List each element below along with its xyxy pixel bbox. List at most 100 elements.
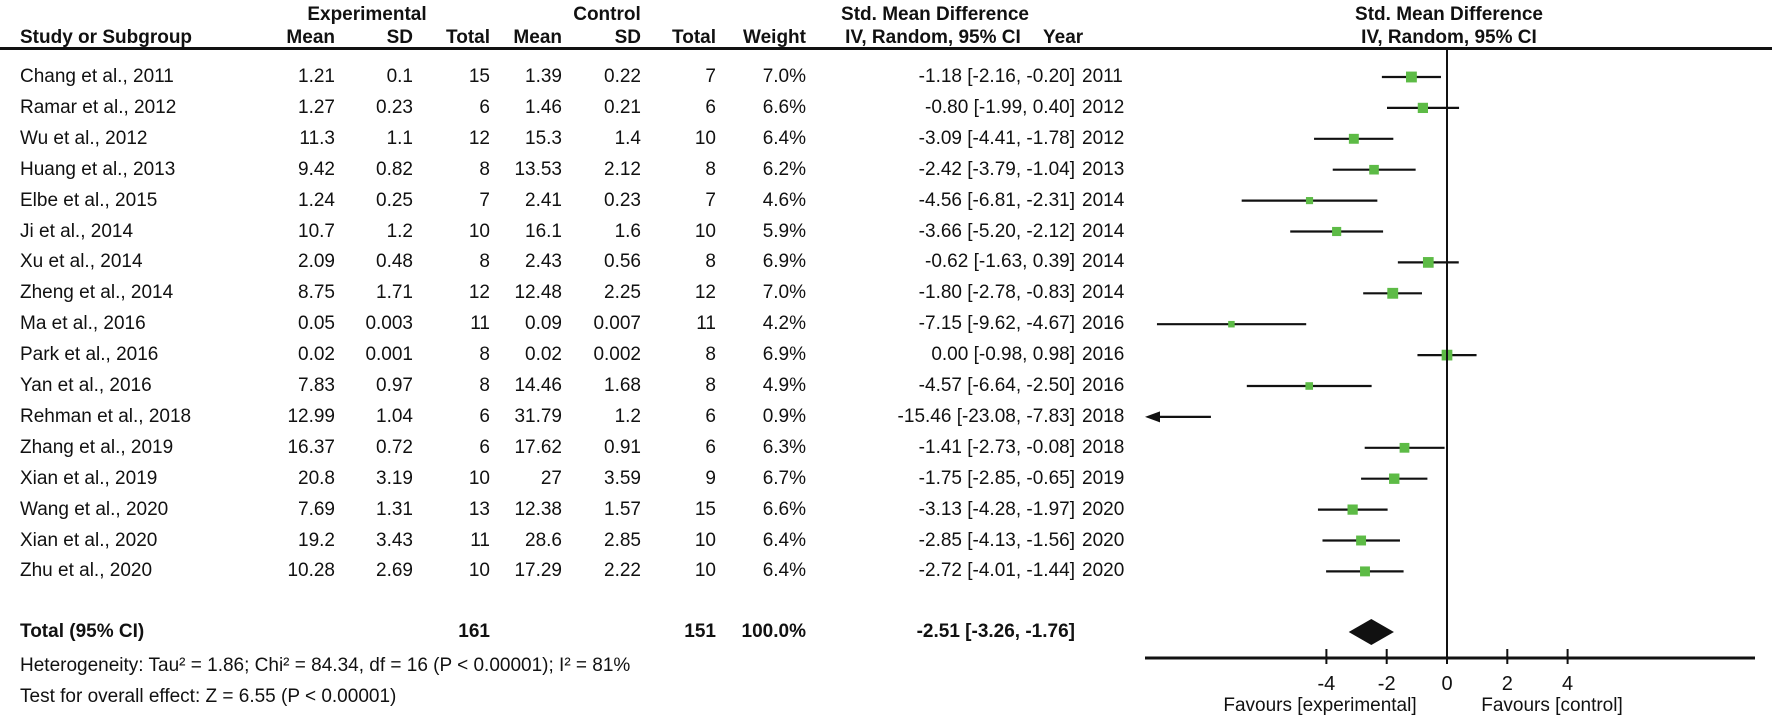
ctrl-total: 7	[705, 189, 716, 211]
study-name: Wu et al., 2012	[20, 127, 148, 149]
ctrl-sd: 0.21	[604, 96, 641, 118]
ctrl-total: 7	[705, 66, 716, 87]
weight: 6.7%	[762, 467, 806, 489]
exp-sd: 0.97	[376, 375, 413, 396]
header-smd-right-title: Std. Mean Difference	[1355, 4, 1543, 25]
ctrl-total: 6	[705, 405, 716, 427]
exp-total: 10	[468, 560, 490, 582]
exp-total: 8	[479, 158, 490, 180]
exp-sd: 3.43	[376, 529, 413, 551]
exp-total: 15	[468, 66, 490, 87]
exp-sd: 0.25	[376, 189, 413, 211]
weight: 6.3%	[762, 436, 806, 458]
effect-marker	[1422, 257, 1434, 268]
effect-marker	[1305, 382, 1314, 390]
ctrl-mean: 0.02	[525, 344, 562, 366]
weight: 5.9%	[762, 220, 806, 242]
exp-sd: 0.72	[376, 436, 413, 458]
exp-mean: 1.21	[298, 66, 335, 87]
year: 2018	[1082, 405, 1125, 427]
smd-ci-text: -3.13 [-4.28, -1.97]	[918, 498, 1075, 520]
effect-marker	[1305, 197, 1314, 205]
exp-mean: 2.09	[298, 251, 335, 273]
exp-mean: 8.75	[298, 282, 335, 304]
exp-mean: 9.42	[298, 158, 335, 180]
smd-ci-text: -1.41 [-2.73, -0.08]	[918, 436, 1075, 458]
exp-mean: 7.69	[298, 498, 335, 520]
exp-total: 8	[479, 375, 490, 396]
header-smd-left-title: Std. Mean Difference	[841, 4, 1029, 25]
ctrl-mean: 13.53	[514, 158, 562, 180]
year: 2012	[1082, 127, 1125, 149]
effect-marker	[1356, 535, 1367, 546]
effect-marker	[1347, 504, 1358, 515]
col-header-mean-exp: Mean	[286, 27, 335, 48]
smd-ci-text: -1.75 [-2.85, -0.65]	[918, 467, 1075, 489]
ctrl-mean: 16.1	[525, 220, 562, 242]
year: 2013	[1082, 158, 1125, 180]
exp-total: 13	[468, 498, 490, 520]
axis-tick-label: 0	[1441, 673, 1452, 695]
exp-sd: 1.04	[376, 405, 413, 427]
weight: 6.4%	[762, 560, 806, 582]
ctrl-total: 6	[705, 96, 716, 118]
exp-mean: 19.2	[298, 529, 335, 551]
smd-ci-text: -0.80 [-1.99, 0.40]	[925, 96, 1075, 118]
exp-sd: 0.1	[386, 66, 413, 87]
ctrl-sd: 1.68	[604, 375, 641, 396]
study-name: Rehman et al., 2018	[20, 405, 192, 427]
exp-mean: 20.8	[298, 467, 335, 489]
exp-total: 7	[479, 189, 490, 211]
exp-mean: 1.27	[298, 96, 335, 118]
col-header-mean-ctrl: Mean	[513, 27, 562, 48]
total-diamond	[1348, 619, 1394, 645]
ctrl-mean: 12.38	[514, 498, 562, 520]
exp-total: 8	[479, 344, 490, 366]
ctrl-total: 6	[705, 436, 716, 458]
effect-marker	[1360, 566, 1370, 577]
ctrl-total: 8	[705, 158, 716, 180]
year: 2020	[1082, 529, 1125, 551]
year: 2014	[1082, 220, 1125, 242]
exp-sd: 0.23	[376, 96, 413, 118]
header-divider-line	[0, 47, 1772, 50]
col-header-iv-ci-right: IV, Random, 95% CI	[1361, 27, 1537, 48]
exp-sd: 1.1	[386, 127, 413, 149]
exp-mean: 1.24	[298, 189, 335, 211]
weight: 6.6%	[762, 96, 806, 118]
ctrl-sd: 0.22	[604, 66, 641, 87]
total-exp-total: 161	[458, 621, 490, 642]
ctrl-sd: 0.007	[593, 313, 641, 335]
exp-total: 12	[468, 127, 490, 149]
exp-mean: 12.99	[287, 405, 335, 427]
study-name: Zhang et al., 2019	[20, 436, 174, 458]
ctrl-total: 12	[694, 282, 716, 304]
year: 2016	[1082, 375, 1125, 396]
weight: 4.6%	[762, 189, 806, 211]
weight: 4.2%	[762, 313, 806, 335]
ctrl-mean: 0.09	[525, 313, 562, 335]
axis-tick-label: -4	[1318, 673, 1336, 695]
exp-mean: 0.02	[298, 344, 335, 366]
exp-sd: 0.001	[365, 344, 413, 366]
overall-effect-text: Test for overall effect: Z = 6.55 (P < 0…	[20, 686, 397, 707]
weight: 6.9%	[762, 344, 806, 366]
ctrl-mean: 17.29	[514, 560, 562, 582]
total-ctrl-total: 151	[684, 621, 716, 642]
exp-sd: 1.31	[376, 498, 413, 520]
weight: 7.0%	[762, 66, 806, 87]
ctrl-total: 8	[705, 344, 716, 366]
exp-sd: 1.71	[376, 282, 413, 304]
exp-total: 6	[479, 405, 490, 427]
year: 2018	[1082, 436, 1125, 458]
heterogeneity-text: Heterogeneity: Tau² = 1.86; Chi² = 84.34…	[20, 655, 631, 676]
ctrl-total: 10	[694, 127, 716, 149]
weight: 0.9%	[762, 405, 806, 427]
exp-total: 12	[468, 282, 490, 304]
study-name: Xu et al., 2014	[20, 251, 143, 273]
effect-marker	[1399, 442, 1410, 453]
ctrl-mean: 12.48	[514, 282, 562, 304]
exp-sd: 0.48	[376, 251, 413, 273]
ctrl-total: 9	[705, 467, 716, 489]
